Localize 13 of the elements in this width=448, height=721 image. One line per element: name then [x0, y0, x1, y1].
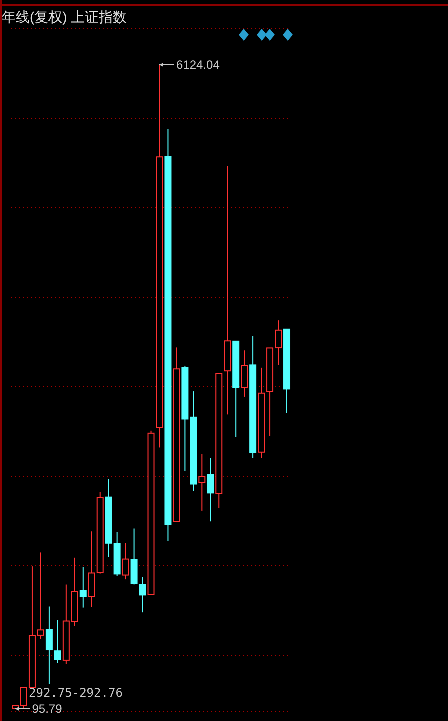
candlestick — [258, 367, 266, 459]
annotation: 6124.04 — [176, 58, 220, 72]
annotation: 95.79 — [32, 702, 63, 716]
candlestick — [164, 128, 172, 542]
chart-title: 年线(复权) 上证指数 — [2, 9, 128, 27]
candlestick — [46, 606, 53, 685]
candlestick — [198, 454, 206, 512]
candlestick — [241, 350, 248, 398]
candlestick — [207, 458, 214, 522]
candlestick — [80, 566, 87, 608]
annotation: 292.75-292.76 — [29, 686, 123, 700]
candlestick — [156, 64, 164, 448]
candlestick — [224, 166, 232, 416]
